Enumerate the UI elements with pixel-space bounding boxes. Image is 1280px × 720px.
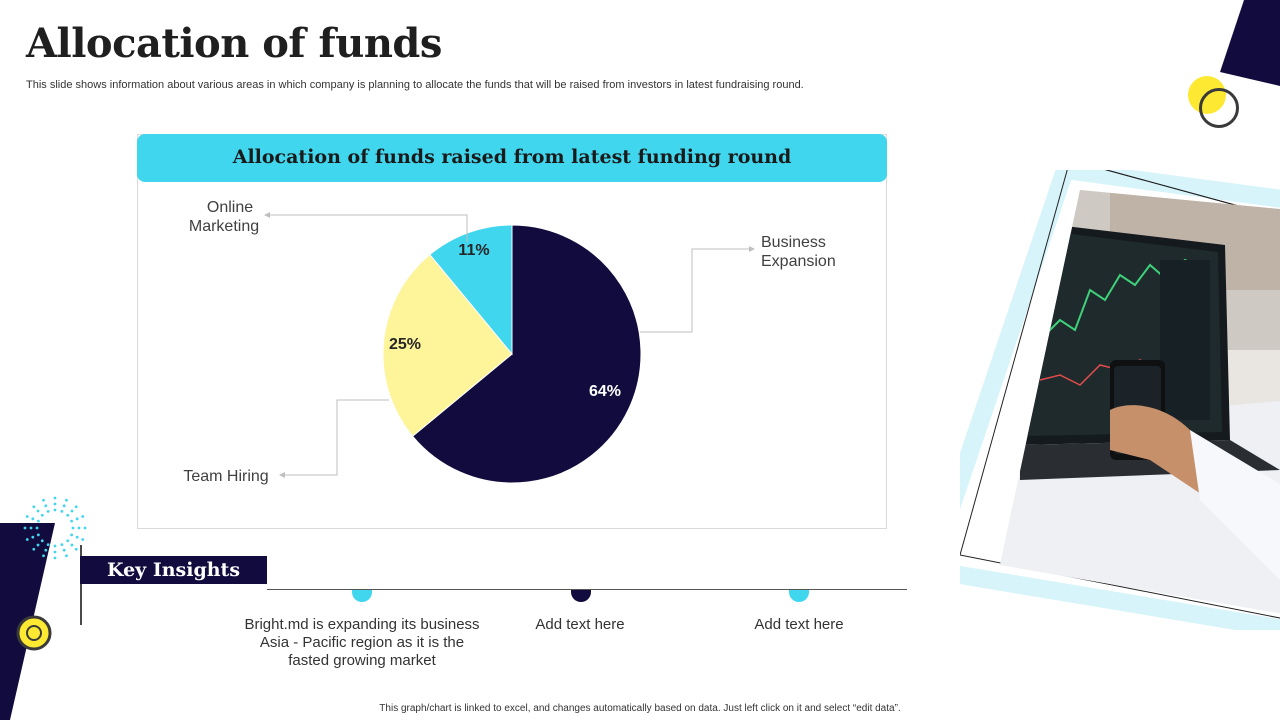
sunburst-dot <box>23 526 27 530</box>
sunburst-dot <box>70 519 74 523</box>
sunburst-dot <box>75 517 79 521</box>
key-insights-label: Key Insights <box>80 556 267 584</box>
pie-category-label: Team Hiring <box>183 468 268 485</box>
sunburst-dot <box>29 526 33 530</box>
sunburst-dot <box>75 535 79 539</box>
sunburst-dot <box>53 508 57 512</box>
sunburst-dot <box>74 505 78 509</box>
insight-text-2: Add text here <box>535 616 625 633</box>
page-subtitle: This slide shows information about vario… <box>26 79 804 91</box>
sunburst-dot <box>25 515 29 518</box>
sunburst-dot <box>44 548 48 552</box>
key-insights-timeline <box>267 589 907 590</box>
sunburst-dot <box>81 515 85 518</box>
sunburst-dot <box>31 535 35 539</box>
sunburst-dot <box>25 538 29 541</box>
pie-slice-online-marketing[interactable] <box>429 224 513 356</box>
pie-value-label: 25% <box>389 336 421 353</box>
corner-shape-decoration <box>1220 0 1280 86</box>
chart-title: Allocation of funds raised from latest f… <box>232 146 792 168</box>
sunburst-dot <box>42 554 45 558</box>
sunburst-dot <box>44 504 48 508</box>
pie-slice-team-hiring[interactable] <box>382 253 513 437</box>
sunburst-dot <box>70 509 74 513</box>
pie-value-label: 64% <box>589 383 621 400</box>
pie-category-label: Expansion <box>761 253 836 270</box>
sunburst-dot <box>70 533 74 537</box>
sunburst-dot <box>53 496 57 500</box>
sunburst-dot <box>36 533 40 537</box>
sunburst-dot <box>81 538 85 541</box>
pie-category-label: Business <box>761 234 826 251</box>
sunburst-dot <box>66 539 70 543</box>
sunburst-dot <box>35 526 39 530</box>
sunburst-dot <box>62 504 66 508</box>
pie-category-label: Marketing <box>189 218 259 235</box>
left-decoration <box>0 496 87 720</box>
sunburst-dot <box>83 526 87 530</box>
sunburst-dot <box>40 513 44 517</box>
key-insights-title: Key Insights <box>106 559 241 581</box>
sunburst-dot <box>74 547 78 551</box>
sunburst-dot <box>60 509 64 513</box>
sunburst-dot <box>36 509 40 513</box>
sunburst-dot <box>31 517 35 521</box>
leader-line <box>270 214 468 242</box>
page-title: Allocation of funds <box>26 20 442 67</box>
leader-line <box>285 399 389 476</box>
pie-value-label: 11% <box>458 242 489 259</box>
pie-slice-business-expansion[interactable] <box>411 224 642 484</box>
laptop-trading-photo <box>960 170 1280 630</box>
sunburst-dot <box>32 547 36 551</box>
leader-arrow <box>749 246 755 252</box>
sunburst-dot <box>70 543 74 547</box>
chart-header: Allocation of funds raised from latest f… <box>137 134 887 182</box>
sunburst-dot <box>53 544 57 548</box>
sunburst-dot <box>65 554 68 558</box>
insight-marker-1 <box>352 590 372 602</box>
footer-note: This graph/chart is linked to excel, and… <box>379 703 901 714</box>
pie-chart[interactable]: 64% 25% 11% Business Expansion Team Hiring Onl… <box>137 182 887 528</box>
insight-text-3: Add text here <box>754 616 844 633</box>
sunburst-dot <box>53 556 57 560</box>
sunburst-dot <box>53 550 57 554</box>
sunburst-dot <box>36 519 40 523</box>
insight-marker-2 <box>571 590 591 602</box>
ring-decoration <box>1199 88 1239 128</box>
sunburst-dot <box>62 548 66 552</box>
leader-arrow <box>279 472 285 478</box>
sunburst-dot <box>46 509 50 513</box>
sunburst-dot <box>46 543 50 547</box>
sunburst-dot <box>65 498 68 502</box>
insight-marker-3 <box>789 590 809 602</box>
sunburst-dot <box>42 498 45 502</box>
leader-line <box>640 248 749 333</box>
sunburst-dot <box>36 543 40 547</box>
sunburst-dot <box>77 526 81 530</box>
sunburst-dot <box>32 505 36 509</box>
sunburst-dot <box>66 513 70 517</box>
leader-arrow <box>264 212 270 218</box>
sunburst-dot <box>60 543 64 547</box>
pie-category-label: Online <box>207 199 253 216</box>
key-insights-vertical-line <box>80 545 82 625</box>
sunburst-dot <box>40 539 44 543</box>
sunburst-dot <box>71 526 75 530</box>
sunburst-dot <box>53 502 57 506</box>
insight-text-1: Bright.md is expanding its business Asia… <box>244 616 480 669</box>
